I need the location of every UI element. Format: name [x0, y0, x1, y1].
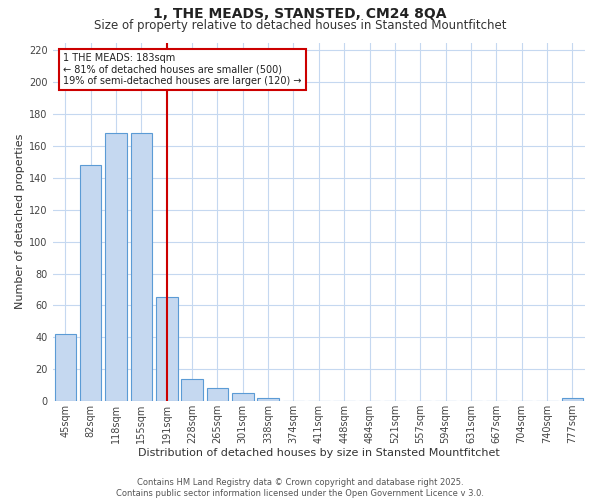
Bar — [257, 398, 279, 401]
Bar — [80, 165, 101, 401]
Bar — [156, 298, 178, 401]
Bar — [105, 134, 127, 401]
Text: Size of property relative to detached houses in Stansted Mountfitchet: Size of property relative to detached ho… — [94, 18, 506, 32]
Y-axis label: Number of detached properties: Number of detached properties — [15, 134, 25, 310]
Bar — [562, 398, 583, 401]
Bar — [131, 134, 152, 401]
Bar — [181, 378, 203, 401]
Bar — [55, 334, 76, 401]
Bar — [232, 393, 254, 401]
X-axis label: Distribution of detached houses by size in Stansted Mountfitchet: Distribution of detached houses by size … — [138, 448, 500, 458]
Text: 1, THE MEADS, STANSTED, CM24 8QA: 1, THE MEADS, STANSTED, CM24 8QA — [153, 8, 447, 22]
Text: 1 THE MEADS: 183sqm
← 81% of detached houses are smaller (500)
19% of semi-detac: 1 THE MEADS: 183sqm ← 81% of detached ho… — [63, 54, 302, 86]
Bar — [206, 388, 228, 401]
Text: Contains HM Land Registry data © Crown copyright and database right 2025.
Contai: Contains HM Land Registry data © Crown c… — [116, 478, 484, 498]
